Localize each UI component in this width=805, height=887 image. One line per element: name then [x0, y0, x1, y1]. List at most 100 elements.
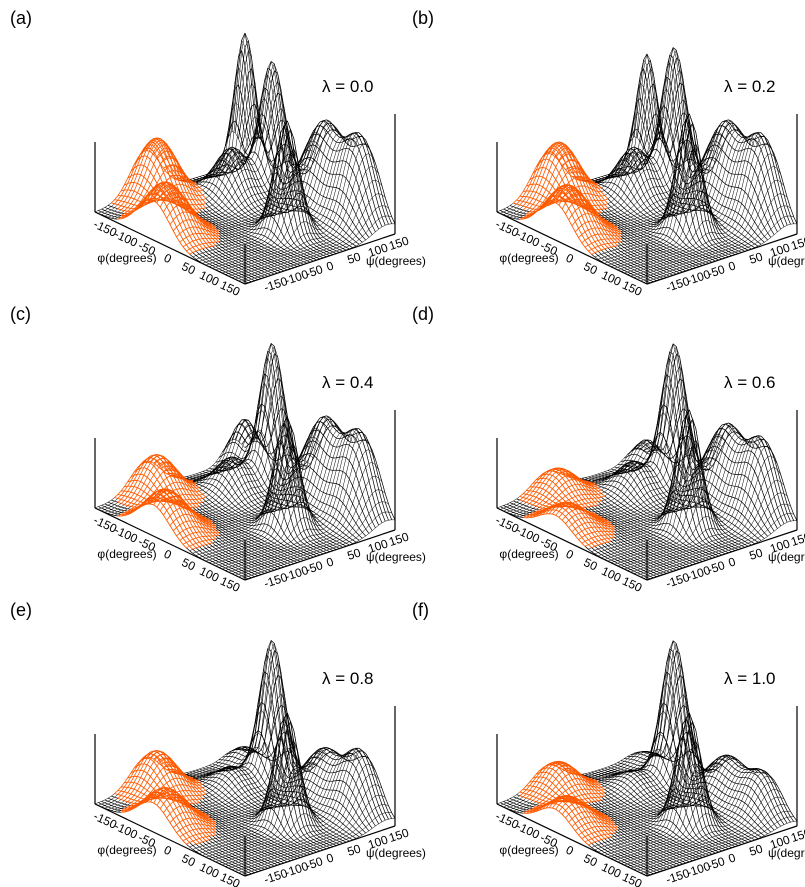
highlight-mesh-line	[561, 508, 608, 522]
highlight-mesh-line	[539, 773, 599, 804]
mesh-line	[205, 247, 262, 279]
mesh-line	[225, 648, 376, 827]
mesh-line	[199, 802, 304, 857]
mesh-line	[607, 203, 716, 262]
mesh-line	[503, 505, 654, 579]
mesh-line	[620, 241, 680, 274]
mesh-line	[244, 519, 396, 581]
mesh-line	[231, 784, 383, 870]
mesh-line	[218, 431, 370, 568]
mesh-line	[509, 798, 661, 873]
psi-tick-label: 150	[387, 233, 411, 253]
mesh-line	[610, 818, 693, 862]
highlight-mesh-line	[575, 526, 615, 537]
mesh-line	[215, 527, 288, 567]
mesh-line	[604, 792, 719, 853]
mesh-line	[111, 795, 262, 871]
mesh-line	[196, 125, 347, 260]
mesh-line	[231, 475, 383, 574]
mesh-line	[614, 832, 677, 867]
psi-tick-label: 0	[727, 258, 738, 273]
mesh-line	[202, 447, 304, 517]
mesh-line	[614, 537, 677, 571]
highlight-mesh-line	[121, 801, 187, 845]
mesh-line	[218, 750, 370, 864]
mesh-line	[496, 211, 648, 285]
psi-tick-label: 50	[345, 841, 362, 859]
psi-tick-label: 0	[325, 258, 336, 273]
mesh-line	[610, 537, 674, 572]
highlight-mesh-line	[195, 839, 210, 845]
mesh-line	[614, 246, 670, 277]
mesh-line	[496, 803, 648, 877]
mesh-line	[196, 421, 347, 556]
mesh-line	[506, 207, 657, 282]
mesh-line	[633, 796, 785, 870]
highlight-mesh-line	[163, 799, 210, 818]
mesh-line	[506, 503, 657, 578]
mesh-line	[604, 459, 710, 520]
phi-tick-label: 0	[564, 251, 576, 267]
mesh-line	[604, 763, 710, 816]
mesh-line	[516, 794, 667, 870]
mesh-line	[192, 425, 344, 554]
highlight-mesh-line	[166, 507, 213, 524]
phi-tick-label: 50	[582, 555, 600, 573]
phi-tick-label: -50	[136, 238, 158, 258]
highlight-mesh-line	[532, 471, 595, 506]
mesh-line	[614, 829, 680, 866]
mesh-line	[604, 208, 710, 264]
surface-mesh	[496, 47, 798, 285]
highlight-mesh-line	[176, 526, 216, 537]
highlight-mesh-line	[179, 232, 219, 243]
mesh-line	[196, 438, 272, 486]
mesh-line	[244, 818, 396, 877]
phi-tick-label: 0	[162, 547, 174, 563]
psi-tick-label: 100	[366, 536, 390, 556]
highlight-mesh-line	[523, 513, 586, 547]
highlight-mesh-line	[186, 538, 216, 549]
highlight-mesh-line	[169, 811, 216, 824]
highlight-mesh-line	[166, 203, 216, 228]
highlight-mesh-line	[120, 770, 200, 813]
psi-tick-label: 50	[747, 841, 764, 859]
mesh-line	[199, 416, 350, 558]
mesh-line	[591, 366, 697, 513]
mesh-line	[235, 794, 386, 872]
mesh-line	[640, 83, 791, 225]
phi-tick-label: 150	[218, 870, 242, 887]
highlight-mesh-line	[522, 778, 602, 814]
highlight-mesh-line	[565, 806, 612, 819]
mesh-line	[620, 439, 772, 568]
mesh-line	[215, 132, 366, 271]
mesh-line	[212, 428, 363, 565]
mesh-line	[601, 187, 723, 260]
mesh-line	[199, 81, 295, 213]
mesh-line	[601, 212, 703, 266]
psi-tick-label: 50	[747, 545, 764, 563]
mesh-line	[627, 648, 778, 829]
lambda-label: λ = 0.6	[724, 373, 776, 392]
mesh-line	[509, 752, 661, 810]
psi-tick-label: 50	[345, 545, 362, 563]
mesh-line	[588, 643, 693, 806]
mesh-line	[94, 211, 246, 285]
mesh-line	[218, 416, 331, 533]
highlight-mesh-line	[124, 750, 193, 801]
phi-tick-label: 50	[582, 851, 600, 869]
phi-tick-label: 0	[162, 843, 174, 859]
surface-mesh	[94, 343, 396, 581]
mesh-line	[94, 439, 246, 509]
highlight-mesh-line	[172, 219, 219, 232]
phi-tick-label: -50	[136, 830, 158, 850]
mesh-line	[205, 203, 314, 262]
mesh-line	[215, 747, 334, 833]
mesh-line	[597, 800, 706, 857]
mesh-line	[617, 829, 684, 865]
highlight-mesh-line	[561, 802, 608, 817]
mesh-line	[195, 467, 324, 555]
surface-panel-a: -150 -100 -50 0 50 100 150 -150 -100 -50 0 50 100 150…	[0, 0, 426, 299]
mesh-line	[215, 226, 295, 269]
psi-tick-label: 100	[366, 240, 390, 260]
